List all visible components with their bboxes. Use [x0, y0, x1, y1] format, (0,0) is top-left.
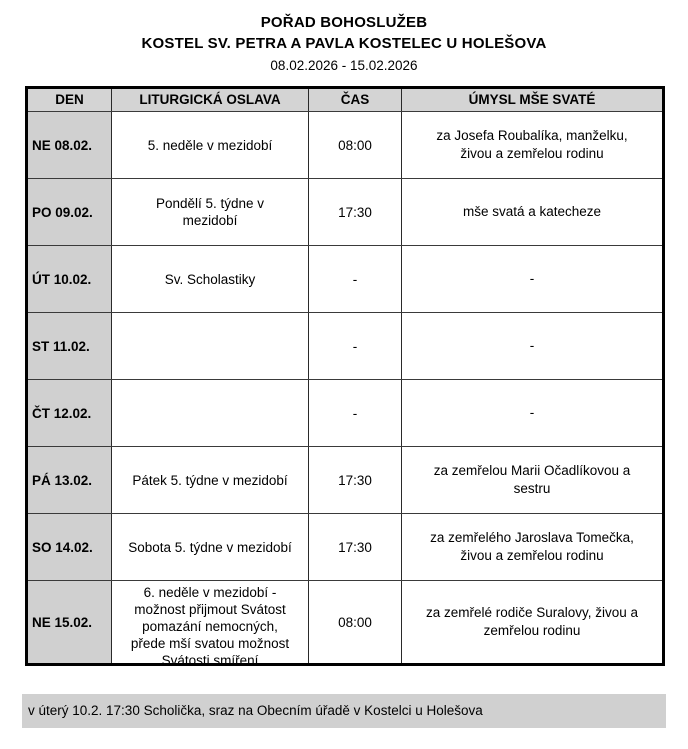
- column-header-liturgie: LITURGICKÁ OSLAVA: [111, 87, 309, 112]
- cell-time: 17:30: [308, 178, 402, 246]
- cell-intention: za Josefa Roubalíka, manželku, živou a z…: [401, 111, 664, 179]
- table-row: PÁ 13.02. Pátek 5. týdne v mezidobí 17:3…: [26, 446, 664, 514]
- table-row: SO 14.02. Sobota 5. týdne v mezidobí 17:…: [26, 513, 664, 581]
- table-body: NE 08.02. 5. neděle v mezidobí 08:00 za …: [26, 111, 664, 665]
- cell-time: 08:00: [308, 580, 402, 665]
- schedule-table-wrapper: DEN LITURGICKÁ OSLAVA ČAS ÚMYSL MŠE SVAT…: [25, 86, 665, 666]
- cell-time: -: [308, 312, 402, 380]
- schedule-table: DEN LITURGICKÁ OSLAVA ČAS ÚMYSL MŠE SVAT…: [25, 86, 665, 666]
- cell-day: ČT 12.02.: [26, 379, 112, 447]
- table-row: ÚT 10.02. Sv. Scholastiky - -: [26, 245, 664, 313]
- table-row: ČT 12.02. - -: [26, 379, 664, 447]
- page-subtitle: KOSTEL SV. PETRA A PAVLA KOSTELEC U HOLE…: [141, 35, 547, 52]
- cell-time: -: [308, 379, 402, 447]
- cell-time: 08:00: [308, 111, 402, 179]
- cell-intention: za zemřelého Jaroslava Tomečka, živou a …: [401, 513, 664, 581]
- table-row: ST 11.02. - -: [26, 312, 664, 380]
- table-header: DEN LITURGICKÁ OSLAVA ČAS ÚMYSL MŠE SVAT…: [26, 87, 664, 112]
- cell-day: NE 08.02.: [26, 111, 112, 179]
- cell-day: PO 09.02.: [26, 178, 112, 246]
- cell-liturgy-text: 6. neděle v mezidobí - možnost přijmout …: [130, 585, 290, 665]
- table-row: NE 15.02. 6. neděle v mezidobí - možnost…: [26, 580, 664, 665]
- cell-liturgy: Pondělí 5. týdne v mezidobí: [111, 178, 309, 246]
- cell-liturgy: [111, 312, 309, 380]
- cell-liturgy: Sobota 5. týdne v mezidobí: [111, 513, 309, 581]
- footer-note: v úterý 10.2. 17:30 Scholička, sraz na O…: [22, 694, 666, 728]
- cell-day: SO 14.02.: [26, 513, 112, 581]
- table-row: PO 09.02. Pondělí 5. týdne v mezidobí 17…: [26, 178, 664, 246]
- cell-intention: -: [401, 379, 664, 447]
- column-header-umysl: ÚMYSL MŠE SVATÉ: [401, 87, 664, 112]
- document-header: POŘAD BOHOSLUŽEB KOSTEL SV. PETRA A PAVL…: [0, 0, 688, 76]
- cell-day: PÁ 13.02.: [26, 446, 112, 514]
- cell-day: ÚT 10.02.: [26, 245, 112, 313]
- date-range: 08.02.2026 - 15.02.2026: [270, 58, 418, 73]
- cell-intention: za zemřelé rodiče Suralovy, živou a zemř…: [401, 580, 664, 665]
- column-header-cas: ČAS: [308, 87, 402, 112]
- cell-time: 17:30: [308, 513, 402, 581]
- page-title: POŘAD BOHOSLUŽEB: [260, 14, 428, 31]
- cell-intention: mše svatá a katecheze: [401, 178, 664, 246]
- cell-liturgy: Pátek 5. týdne v mezidobí: [111, 446, 309, 514]
- cell-liturgy: Sv. Scholastiky: [111, 245, 309, 313]
- cell-day: ST 11.02.: [26, 312, 112, 380]
- cell-intention: za zemřelou Marii Očadlíkovou a sestru: [401, 446, 664, 514]
- table-row: NE 08.02. 5. neděle v mezidobí 08:00 za …: [26, 111, 664, 179]
- column-header-den: DEN: [26, 87, 112, 112]
- cell-time: 17:30: [308, 446, 402, 514]
- cell-liturgy: [111, 379, 309, 447]
- cell-liturgy: 5. neděle v mezidobí: [111, 111, 309, 179]
- cell-time: -: [308, 245, 402, 313]
- cell-liturgy: 6. neděle v mezidobí - možnost přijmout …: [111, 580, 309, 665]
- cell-intention: -: [401, 312, 664, 380]
- cell-day: NE 15.02.: [26, 580, 112, 665]
- table-header-row: DEN LITURGICKÁ OSLAVA ČAS ÚMYSL MŠE SVAT…: [26, 87, 664, 112]
- cell-intention: -: [401, 245, 664, 313]
